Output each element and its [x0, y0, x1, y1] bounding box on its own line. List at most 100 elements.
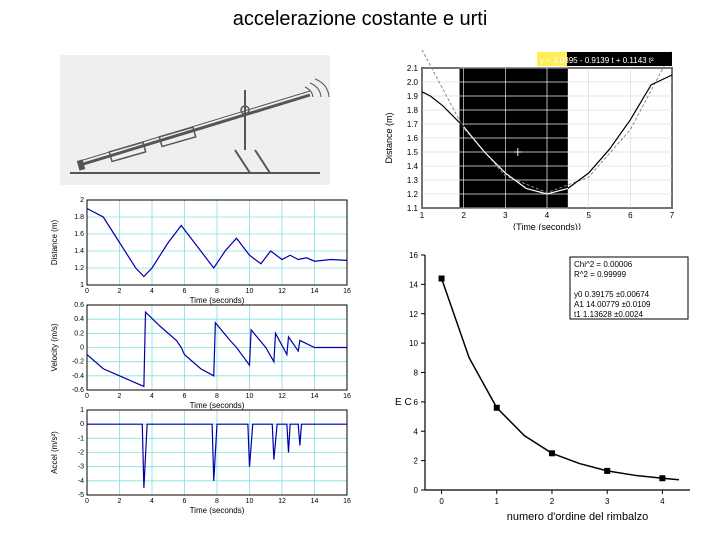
svg-text:1.9: 1.9 [407, 92, 419, 101]
svg-text:6: 6 [414, 398, 419, 407]
svg-text:0.6: 0.6 [74, 302, 84, 309]
svg-text:y = 3.0395 - 0.9139 t + 0.1143: y = 3.0395 - 0.9139 t + 0.1143 t² [540, 56, 654, 65]
svg-text:A1 14.00779 ±0.0109: A1 14.00779 ±0.0109 [574, 300, 651, 309]
svg-text:12: 12 [409, 310, 418, 319]
svg-text:4: 4 [150, 498, 154, 505]
svg-text:2: 2 [550, 497, 555, 506]
svg-text:0: 0 [85, 288, 89, 295]
svg-text:1: 1 [80, 407, 84, 414]
svg-text:1.6: 1.6 [407, 134, 419, 143]
svg-text:Accel (m/s²): Accel (m/s²) [50, 431, 59, 474]
svg-text:Time (seconds): Time (seconds) [190, 296, 245, 305]
svg-text:-0.2: -0.2 [72, 359, 84, 366]
svg-text:2.0: 2.0 [407, 78, 419, 87]
svg-text:1.3: 1.3 [407, 176, 419, 185]
svg-text:5: 5 [586, 211, 591, 220]
svg-text:1.8: 1.8 [74, 214, 84, 221]
svg-text:3: 3 [605, 497, 610, 506]
svg-text:6: 6 [628, 211, 633, 220]
svg-text:4: 4 [150, 288, 154, 295]
svg-text:-1: -1 [78, 435, 84, 442]
svg-text:8: 8 [215, 393, 219, 400]
svg-text:12: 12 [278, 288, 286, 295]
svg-text:Time (seconds): Time (seconds) [190, 401, 245, 410]
svg-text:16: 16 [343, 498, 351, 505]
svg-text:7: 7 [670, 211, 675, 220]
svg-text:10: 10 [246, 393, 254, 400]
svg-text:2.1: 2.1 [407, 64, 419, 73]
svg-text:1: 1 [495, 497, 500, 506]
svg-text:2: 2 [461, 211, 466, 220]
svg-text:0.4: 0.4 [74, 316, 84, 323]
svg-text:8: 8 [215, 498, 219, 505]
svg-text:Velocity (m/s): Velocity (m/s) [50, 323, 59, 371]
svg-text:-0.4: -0.4 [72, 373, 84, 380]
svg-text:4: 4 [545, 211, 550, 220]
svg-text:0: 0 [80, 421, 84, 428]
triple-chart: 024681012141611.21.41.61.82Time (seconds… [45, 195, 365, 525]
svg-text:4: 4 [150, 393, 154, 400]
svg-text:1.1: 1.1 [407, 204, 419, 213]
svg-text:R^2 = 0.99999: R^2 = 0.99999 [574, 270, 627, 279]
svg-text:1: 1 [80, 282, 84, 289]
svg-text:0: 0 [439, 497, 444, 506]
svg-text:-0.6: -0.6 [72, 387, 84, 394]
svg-text:12: 12 [278, 393, 286, 400]
svg-text:8: 8 [414, 369, 419, 378]
svg-text:16: 16 [409, 251, 418, 260]
svg-text:16: 16 [343, 393, 351, 400]
svg-text:6: 6 [183, 393, 187, 400]
svg-text:0: 0 [85, 498, 89, 505]
svg-text:-2: -2 [78, 450, 84, 457]
svg-text:10: 10 [246, 498, 254, 505]
svg-text:t1 1.13628 ±0.0024: t1 1.13628 ±0.0024 [574, 310, 643, 319]
svg-text:12: 12 [278, 498, 286, 505]
bounce-decay-chart: 024681012141601234numero d'ordine del ri… [380, 245, 710, 535]
svg-text:Time (seconds): Time (seconds) [190, 506, 245, 515]
svg-text:2: 2 [118, 393, 122, 400]
svg-text:6: 6 [183, 288, 187, 295]
svg-text:-3: -3 [78, 464, 84, 471]
svg-text:8: 8 [215, 288, 219, 295]
svg-text:Chi^2 = 0.00006: Chi^2 = 0.00006 [574, 260, 633, 269]
svg-text:6: 6 [183, 498, 187, 505]
svg-text:0: 0 [80, 345, 84, 352]
svg-text:1.6: 1.6 [74, 231, 84, 238]
svg-text:Distance (m): Distance (m) [50, 219, 59, 265]
svg-text:1.2: 1.2 [407, 190, 419, 199]
svg-text:10: 10 [409, 339, 418, 348]
page-title: accelerazione costante e urti [0, 0, 720, 35]
svg-text:16: 16 [343, 288, 351, 295]
svg-text:2: 2 [118, 288, 122, 295]
svg-text:14: 14 [311, 498, 319, 505]
apparatus-diagram [60, 55, 330, 185]
svg-text:0.2: 0.2 [74, 330, 84, 337]
svg-text:14: 14 [311, 393, 319, 400]
svg-text:⟨Time (seconds)⟩: ⟨Time (seconds)⟩ [513, 222, 582, 230]
svg-text:-4: -4 [78, 478, 84, 485]
svg-text:4: 4 [414, 427, 419, 436]
svg-text:2: 2 [80, 197, 84, 204]
svg-text:1.5: 1.5 [407, 148, 419, 157]
svg-text:2: 2 [414, 457, 419, 466]
distance-fit-chart: 1 2 3 4 5 6 7 1.1 1.2 1.3 1.4 1.5 1.6 1.7 1.8 1.9 2.0 2.1… [380, 50, 685, 230]
svg-text:1.4: 1.4 [407, 162, 419, 171]
svg-text:0: 0 [85, 393, 89, 400]
svg-text:1.8: 1.8 [407, 106, 419, 115]
svg-text:-5: -5 [78, 492, 84, 499]
svg-text:numero d'ordine del rimbalzo: numero d'ordine del rimbalzo [507, 511, 649, 523]
svg-text:4: 4 [660, 497, 665, 506]
svg-text:0: 0 [414, 486, 419, 495]
svg-text:1.2: 1.2 [74, 265, 84, 272]
svg-text:1.7: 1.7 [407, 120, 419, 129]
svg-text:1.4: 1.4 [74, 248, 84, 255]
svg-text:3: 3 [503, 211, 508, 220]
svg-text:1: 1 [420, 211, 425, 220]
svg-text:2: 2 [118, 498, 122, 505]
svg-text:E C: E C [395, 397, 412, 408]
svg-text:Distance (m): Distance (m) [384, 112, 394, 163]
svg-text:14: 14 [311, 288, 319, 295]
svg-text:y0 0.39175 ±0.00674: y0 0.39175 ±0.00674 [574, 290, 650, 299]
svg-text:10: 10 [246, 288, 254, 295]
svg-text:14: 14 [409, 280, 418, 289]
